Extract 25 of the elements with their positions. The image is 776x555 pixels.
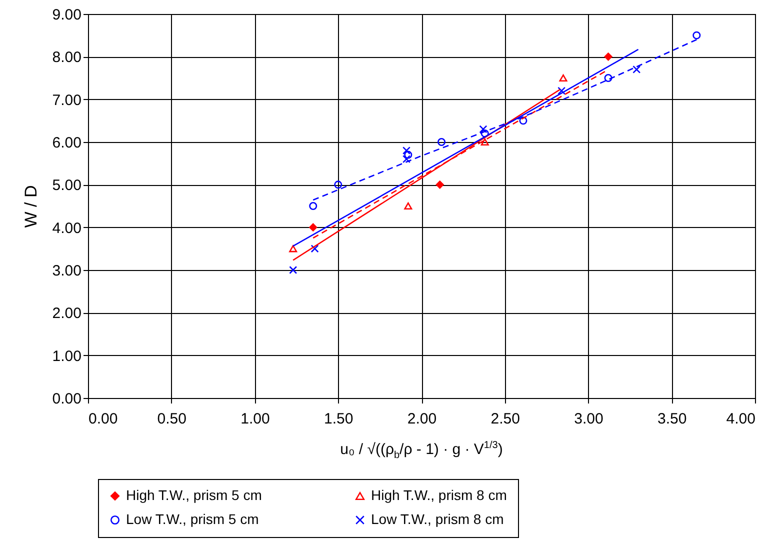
x-tick-label: 4.00 [726, 410, 756, 428]
y-tick-label: 0.00 [52, 390, 82, 408]
x-axis-title: u₀ / √((ρ$_{b}$/ρ - 1) · g · V$^{1/3}$) [339, 440, 504, 461]
y-tick-label: 8.00 [52, 49, 82, 66]
y-tick-label: 1.00 [52, 348, 82, 365]
x-tick-label: 0.00 [88, 410, 118, 428]
y-axis-title: W / D [21, 185, 40, 228]
x-tick-label: 2.00 [407, 410, 437, 428]
y-tick-label: 6.00 [52, 134, 82, 152]
y-tick-label: 5.00 [52, 177, 82, 194]
legend-label: High T.W., prism 5 cm [126, 487, 262, 503]
legend-label: High T.W., prism 8 cm [371, 487, 507, 503]
y-tick-label: 4.00 [52, 220, 82, 237]
x-tick-label: 3.50 [658, 410, 687, 428]
x-tick-label: 3.00 [574, 410, 604, 428]
y-tick-label: 2.00 [52, 305, 82, 322]
x-tick-label: 1.00 [240, 410, 270, 428]
y-tick-label: 7.00 [52, 92, 82, 109]
legend-label: Low T.W., prism 8 cm [371, 511, 504, 527]
y-tick-label: 3.00 [52, 262, 82, 280]
x-tick-label: 1.50 [324, 410, 354, 428]
x-tick-label: 0.50 [157, 410, 186, 428]
y-tick-label: 9.00 [52, 6, 82, 24]
x-tick-label: 2.50 [490, 410, 520, 428]
legend-label: Low T.W., prism 5 cm [126, 511, 259, 527]
